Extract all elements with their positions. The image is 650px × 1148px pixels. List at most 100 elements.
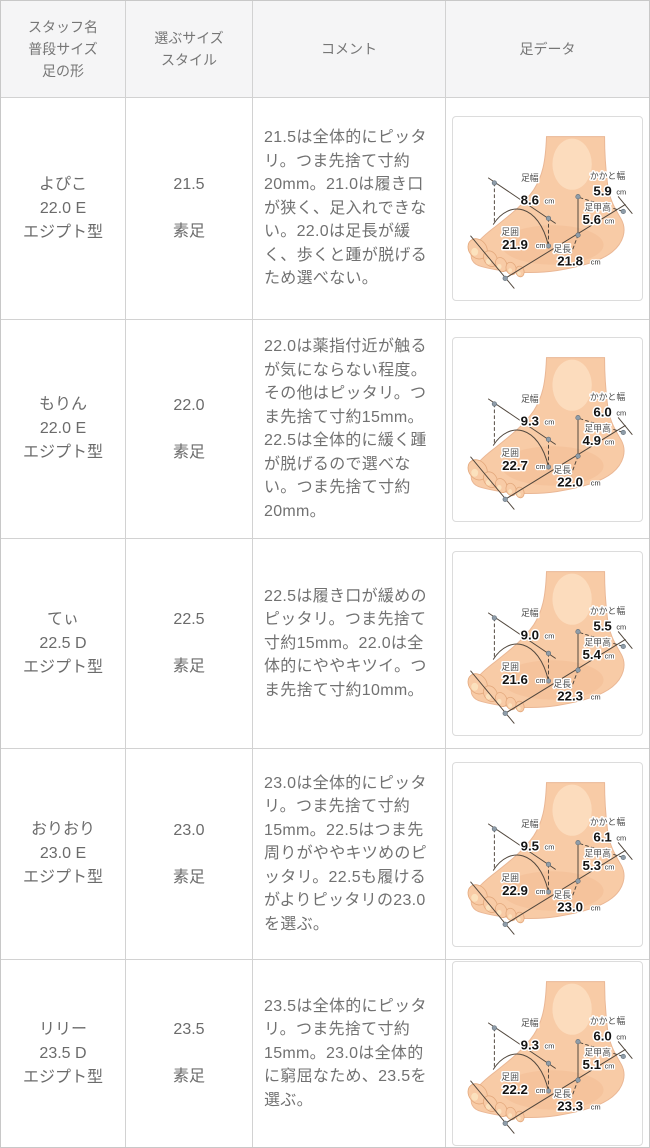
foot-data-cell: 足幅 9.3 cm かかと幅 6.0 cm 足甲高 5.1 cm 足囲 22.2… — [446, 960, 649, 1147]
chosen-style-value: 素足 — [172, 443, 205, 461]
foot-data-cell: 足幅 9.3 cm かかと幅 6.0 cm 足甲高 4.9 cm 足囲 22.7… — [446, 320, 649, 539]
chosen-size-cell: 23.0 素足 — [126, 749, 253, 960]
foot-girth-unit: cm — [536, 676, 546, 685]
foot-width-label: 足幅 — [521, 392, 539, 403]
foot-girth-value: 21.9 — [502, 237, 528, 252]
toenails — [471, 468, 521, 496]
staff-name: よぴこ — [38, 175, 87, 193]
instep-height-value: 5.3 — [583, 858, 601, 873]
foot-data-cell: 足幅 9.5 cm かかと幅 6.1 cm 足甲高 5.3 cm 足囲 22.9… — [446, 749, 649, 960]
staff-foot-shape: エジプト型 — [22, 869, 103, 886]
toenails — [471, 682, 521, 711]
staff-foot-shape: エジプト型 — [22, 658, 103, 676]
foot-data-figure: 足幅 9.0 cm かかと幅 5.5 cm 足甲高 5.4 cm 足囲 21.6… — [452, 551, 643, 736]
foot-length-unit: cm — [591, 478, 601, 487]
foot-length-label: 足長 — [553, 464, 571, 474]
foot-girth-value: 21.6 — [502, 672, 528, 687]
chosen-style-value: 素足 — [172, 868, 205, 886]
foot-length-label: 足長 — [553, 244, 571, 254]
chosen-size-value: 22.5 — [173, 611, 205, 628]
foot-width-unit: cm — [545, 417, 555, 426]
staff-cell: もりん 22.0 E エジプト型 — [1, 320, 126, 539]
measurement-lines — [470, 1022, 633, 1134]
measurement-lines — [470, 823, 633, 935]
foot-length-label: 足長 — [553, 1089, 571, 1099]
chosen-size-value: 21.5 — [173, 176, 205, 193]
foot-length-unit: cm — [591, 693, 601, 702]
measurement-labels: 足幅 9.5 cm かかと幅 6.1 cm 足甲高 5.3 cm 足囲 22.9… — [500, 814, 628, 916]
heel-width-value: 6.1 — [593, 829, 612, 844]
measurement-labels: 足幅 8.6 cm かかと幅 5.9 cm 足甲高 5.6 cm 足囲 21.9… — [500, 169, 628, 271]
header-comment-label: コメント — [321, 41, 377, 57]
foot-width-value: 9.3 — [521, 413, 539, 428]
measurement-labels: 足幅 9.3 cm かかと幅 6.0 cm 足甲高 4.9 cm 足囲 22.7… — [500, 389, 628, 491]
foot-width-value: 8.6 — [521, 193, 539, 208]
instep-height-value: 4.9 — [583, 433, 601, 448]
chosen-size-cell: 22.5 素足 — [126, 539, 253, 749]
chosen-style-value: 素足 — [172, 1068, 205, 1085]
staff-foot-shape: エジプト型 — [22, 223, 103, 241]
heel-width-value: 6.0 — [593, 1029, 611, 1044]
foot-width-unit: cm — [545, 1042, 555, 1051]
comment-cell: 23.0は全体的にピッタリ。つま先捨て寸約15mm。22.5はつま先周りがややキ… — [253, 749, 446, 960]
comment-cell: 21.5は全体的にピッタリ。つま先捨て寸約20mm。21.0は履き口が狭く、足入… — [253, 98, 446, 320]
foot-girth-label: 足囲 — [501, 662, 519, 672]
heel-width-unit: cm — [616, 623, 626, 632]
chosen-style-value: 素足 — [172, 658, 205, 675]
heel-width-unit: cm — [616, 188, 626, 197]
staff-cell: おりおり 23.0 E エジプト型 — [1, 749, 126, 960]
staff-cell: リリー 23.5 D エジプト型 — [1, 960, 126, 1147]
header-staff-line3: 足の形 — [42, 63, 84, 79]
staff-name: リリー — [38, 1020, 87, 1038]
foot-data-cell: 足幅 8.6 cm かかと幅 5.9 cm 足甲高 5.6 cm 足囲 21.9… — [446, 98, 649, 320]
foot-width-unit: cm — [545, 632, 555, 641]
foot-diagram: 足幅 9.3 cm かかと幅 6.0 cm 足甲高 4.9 cm 足囲 22.7… — [467, 356, 633, 510]
toenails — [471, 247, 521, 276]
foot-illustration — [467, 136, 625, 278]
measurement-labels: 足幅 9.3 cm かかと幅 6.0 cm 足甲高 5.1 cm 足囲 22.2… — [500, 1014, 628, 1116]
foot-width-unit: cm — [545, 842, 555, 851]
header-foot-data-label: 足データ — [519, 41, 576, 57]
toenails — [471, 893, 521, 921]
instep-height-value: 5.1 — [583, 1057, 602, 1072]
foot-girth-label: 足囲 — [501, 1072, 519, 1082]
foot-length-value: 23.3 — [557, 1099, 583, 1114]
foot-width-value: 9.5 — [521, 838, 540, 853]
foot-length-unit: cm — [591, 1103, 601, 1112]
chosen-style-value: 素足 — [172, 223, 205, 240]
staff-usual-size: 23.0 E — [39, 845, 87, 862]
header-size-line1: 選ぶサイズ — [154, 30, 224, 46]
chosen-size-value: 23.5 — [173, 1021, 205, 1038]
comment-text: 22.5は履き口が緩めのピッタリ。つま先捨て寸約15mm。22.0は全体的にやや… — [264, 587, 427, 699]
header-staff-line2: 普段サイズ — [28, 41, 98, 57]
instep-height-label: 足甲高 — [584, 422, 611, 433]
comment-cell: 22.5は履き口が緩めのピッタリ。つま先捨て寸約15mm。22.0は全体的にやや… — [253, 539, 446, 749]
header-cell-chosen-size: 選ぶサイズ スタイル — [126, 1, 253, 98]
foot-girth-label: 足囲 — [501, 448, 519, 458]
header-size-line2: スタイル — [161, 52, 217, 68]
foot-length-value: 23.0 — [557, 899, 583, 914]
instep-height-label: 足甲高 — [584, 201, 611, 212]
foot-girth-value: 22.7 — [502, 457, 528, 472]
foot-width-label: 足幅 — [521, 172, 539, 183]
foot-girth-unit: cm — [536, 1086, 546, 1095]
foot-width-label: 足幅 — [521, 817, 539, 828]
staff-name: おりおり — [30, 821, 95, 838]
measurement-lines — [470, 177, 633, 289]
foot-length-value: 22.0 — [557, 474, 583, 489]
comment-cell: 22.0は薬指付近が触るが気にならない程度。その他はピッタリ。つま先捨て寸約15… — [253, 320, 446, 539]
heel-width-unit: cm — [616, 833, 626, 842]
foot-diagram: 足幅 9.0 cm かかと幅 5.5 cm 足甲高 5.4 cm 足囲 21.6… — [467, 571, 633, 724]
foot-girth-unit: cm — [536, 461, 546, 470]
instep-height-label: 足甲高 — [584, 847, 611, 858]
staff-cell: てぃ 22.5 D エジプト型 — [1, 539, 126, 749]
foot-length-value: 22.3 — [557, 689, 583, 704]
foot-illustration — [467, 781, 625, 923]
chosen-size-cell: 21.5 素足 — [126, 98, 253, 320]
foot-width-label: 足幅 — [521, 607, 539, 618]
foot-girth-value: 22.9 — [502, 882, 528, 897]
heel-width-value: 5.9 — [593, 184, 611, 199]
foot-length-value: 21.8 — [557, 254, 583, 269]
heel-width-unit: cm — [616, 408, 626, 417]
